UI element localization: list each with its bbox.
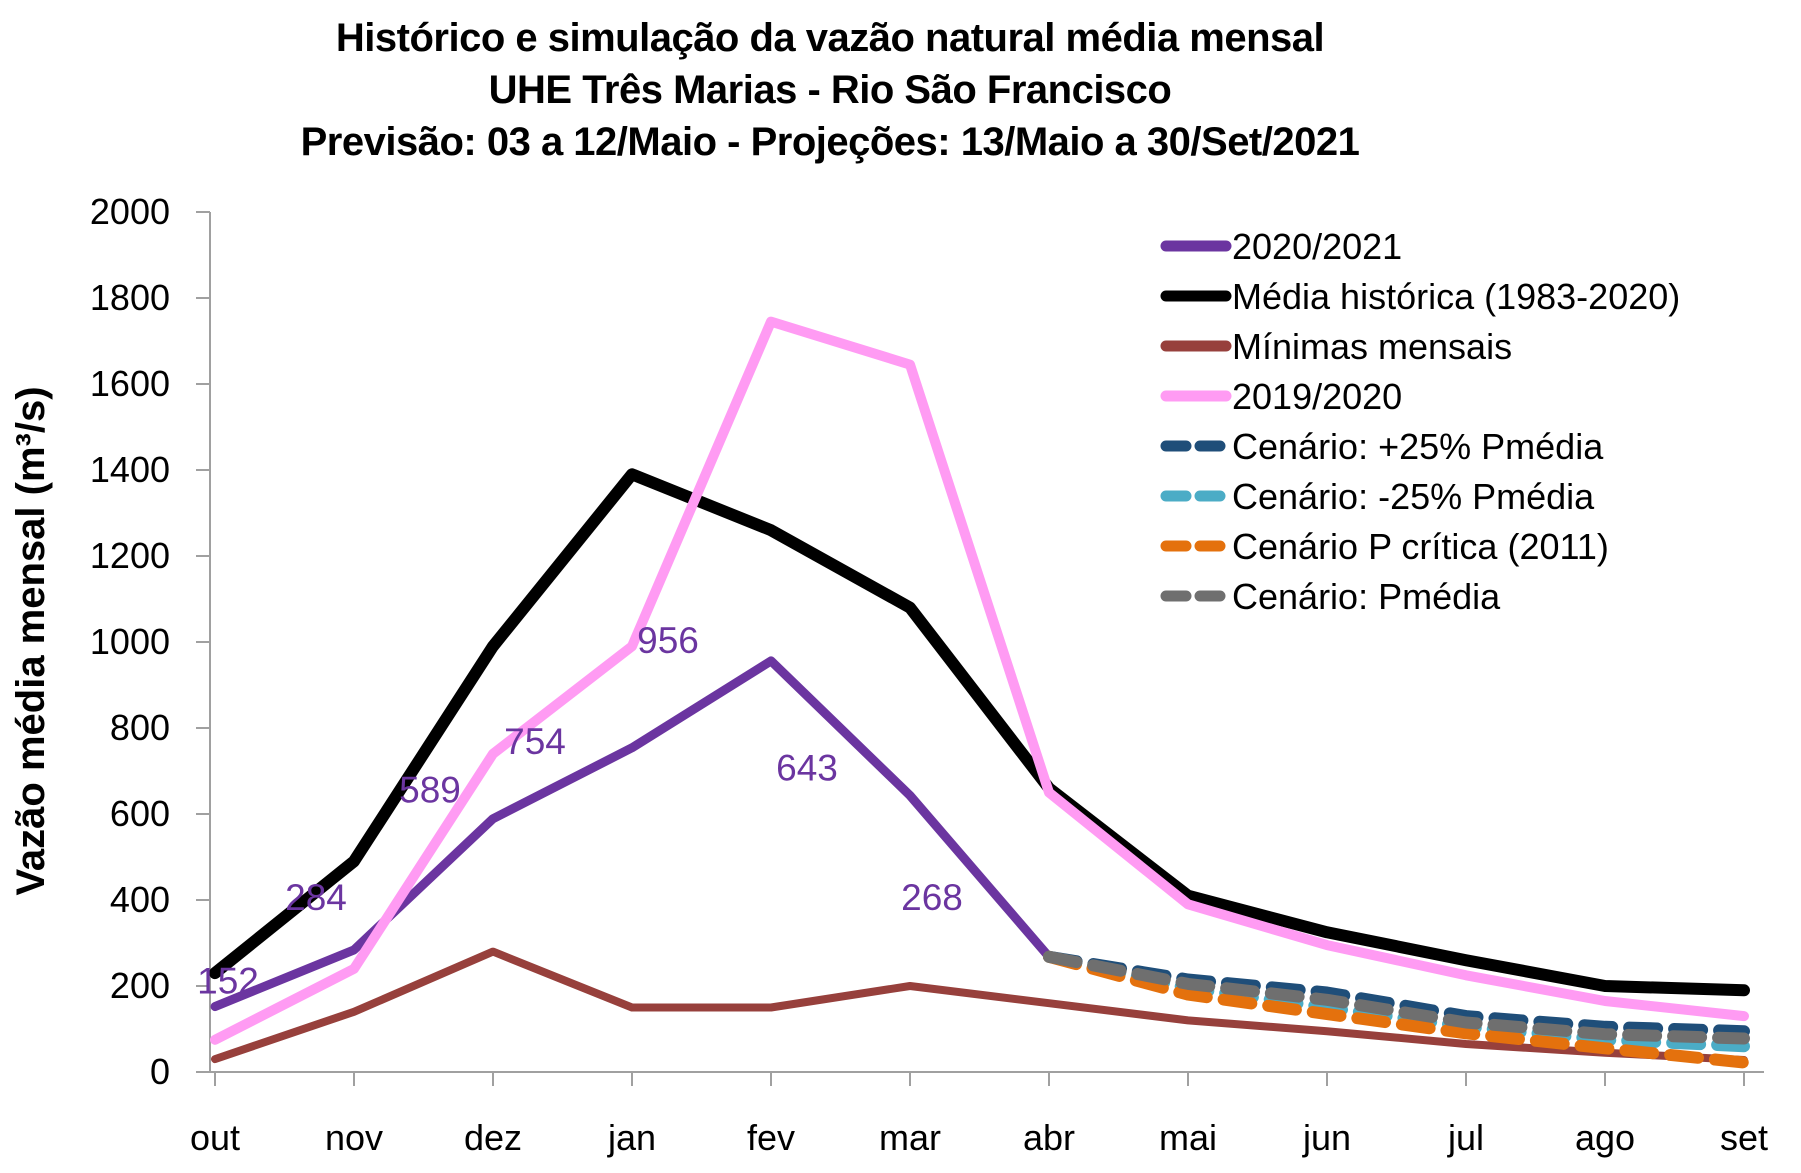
legend-label-2019-2020: 2019/2020	[1232, 376, 1402, 417]
y-tick-label-0: 0	[150, 1051, 170, 1092]
legend-label-cen-rio-25-pm-dia: Cenário: -25% Pmédia	[1232, 476, 1595, 517]
y-tick-label-2000: 2000	[90, 191, 170, 232]
series-line-cen-rio-pm-dia	[1043, 950, 1750, 1045]
y-tick-label-1200: 1200	[90, 535, 170, 576]
data-label-284: 284	[285, 877, 347, 918]
legend-item-cen-rio-pm-dia: Cenário: Pmédia	[1160, 576, 1501, 617]
series-line-cen-rio-p-cr-tica-2011	[1043, 950, 1750, 1069]
legend-label-cen-rio-pm-dia: Cenário: Pmédia	[1232, 576, 1501, 617]
legend-item-cen-rio-25-pm-dia: Cenário: -25% Pmédia	[1160, 476, 1595, 517]
y-tick-label-1600: 1600	[90, 363, 170, 404]
x-tick-label-ago: ago	[1575, 1117, 1635, 1158]
y-tick-label-1000: 1000	[90, 621, 170, 662]
x-tick-label-out: out	[190, 1117, 240, 1158]
legend-label-m-dia-hist-rica-1983-2020: Média histórica (1983-2020)	[1232, 276, 1680, 317]
axes: 0 200 400 600 800 1000 1200 1400 1600 1800 2000 out…	[90, 191, 1768, 1158]
chart-title-line3: Previsão: 03 a 12/Maio - Projeções: 13/M…	[300, 120, 1360, 164]
legend-item-2019-2020: 2019/2020	[1160, 376, 1402, 417]
x-tick-label-dez: dez	[464, 1117, 522, 1158]
legend-item-cen-rio-p-cr-tica-2011: Cenário P crítica (2011)	[1160, 526, 1609, 567]
x-tick-label-set: set	[1720, 1117, 1768, 1158]
series-line-m-dia-hist-rica-1983-2020	[209, 468, 1750, 997]
legend-label-cen-rio-p-cr-tica-2011: Cenário P crítica (2011)	[1232, 526, 1609, 567]
y-tick-label-1800: 1800	[90, 277, 170, 318]
series-line-2020-2021	[210, 656, 1054, 1012]
data-labels: 152 284 589 754 956 643 268	[197, 620, 963, 1002]
series-line-2019-2020	[210, 316, 1749, 1045]
data-label-589: 589	[399, 770, 461, 811]
x-tick-label-jan: jan	[607, 1117, 656, 1158]
legend: 2020/2021 Média histórica (1983-2020) Míni…	[1160, 226, 1680, 617]
x-tick-label-nov: nov	[325, 1117, 383, 1158]
y-tick-label-200: 200	[110, 965, 170, 1006]
data-label-643: 643	[776, 748, 838, 789]
y-axis-title: Vazão média mensal (m³/s)	[9, 386, 53, 895]
data-label-152: 152	[197, 961, 259, 1002]
chart-title-line1: Histórico e simulação da vazão natural m…	[335, 16, 1325, 60]
chart-title: Histórico e simulação da vazão natural m…	[0, 12, 1660, 168]
legend-item-cen-rio-25-pm-dia: Cenário: +25% Pmédia	[1160, 426, 1604, 467]
legend-label-cen-rio-25-pm-dia: Cenário: +25% Pmédia	[1232, 426, 1604, 467]
x-tick-label-jul: jul	[1447, 1117, 1484, 1158]
data-label-754: 754	[504, 721, 566, 762]
x-tick-label-mai: mai	[1159, 1117, 1217, 1158]
data-label-956: 956	[637, 620, 699, 661]
x-tick-label-abr: abr	[1023, 1117, 1075, 1158]
legend-label-2020-2021: 2020/2021	[1232, 226, 1402, 267]
x-tick-label-jun: jun	[1302, 1117, 1351, 1158]
data-label-268: 268	[901, 877, 963, 918]
x-tick-label-mar: mar	[879, 1117, 941, 1158]
series-line-m-nimas-mensais	[211, 947, 1748, 1064]
y-tick-label-600: 600	[110, 793, 170, 834]
legend-label-m-nimas-mensais: Mínimas mensais	[1232, 326, 1512, 367]
data-series	[209, 316, 1750, 1069]
chart-title-line2: UHE Três Marias - Rio São Francisco	[488, 68, 1172, 112]
y-tick-label-800: 800	[110, 707, 170, 748]
y-tick-label-400: 400	[110, 879, 170, 920]
legend-item-2020-2021: 2020/2021	[1160, 226, 1402, 267]
y-tick-label-1400: 1400	[90, 449, 170, 490]
legend-item-m-nimas-mensais: Mínimas mensais	[1160, 326, 1512, 367]
x-tick-label-fev: fev	[747, 1117, 795, 1158]
legend-item-m-dia-hist-rica-1983-2020: Média histórica (1983-2020)	[1160, 276, 1680, 317]
